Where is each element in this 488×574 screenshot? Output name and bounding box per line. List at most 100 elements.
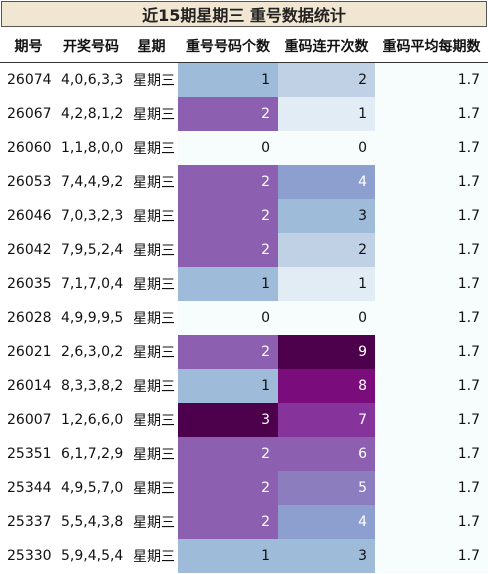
repeat-streak-cell: 3 xyxy=(278,199,375,233)
period-cell: 26035 xyxy=(7,276,52,292)
numbers-cell: 7,9,5,2,4 xyxy=(61,242,124,258)
weekday-cell: 星期三 xyxy=(133,481,175,497)
numbers-cell: 8,3,3,8,2 xyxy=(61,378,124,394)
repeat-streak-cell: 8 xyxy=(278,369,375,403)
numbers-cell: 1,1,8,0,0 xyxy=(61,140,124,156)
table-row: 26021 2,6,3,0,2 星期三 2 9 1.7 xyxy=(0,335,488,369)
repeat-avg-cell: 1.7 xyxy=(375,301,488,335)
period-cell: 26007 xyxy=(7,412,52,428)
repeat-avg-cell: 1.7 xyxy=(375,233,488,267)
weekday-cell: 星期三 xyxy=(133,413,175,429)
table-row: 25344 4,9,5,7,0 星期三 2 5 1.7 xyxy=(0,471,488,505)
table-row: 26035 7,1,7,0,4 星期三 1 1 1.7 xyxy=(0,267,488,301)
numbers-cell: 1,2,6,6,0 xyxy=(61,412,124,428)
weekday-cell: 星期三 xyxy=(133,73,175,89)
repeat-count-cell: 2 xyxy=(178,97,278,131)
numbers-cell: 7,1,7,0,4 xyxy=(61,276,124,292)
table-row: 25337 5,5,4,3,8 星期三 2 4 1.7 xyxy=(0,505,488,539)
weekday-cell: 星期三 xyxy=(133,379,175,395)
repeat-streak-cell: 6 xyxy=(278,437,375,471)
repeat-count-cell: 2 xyxy=(178,471,278,505)
repeat-count-cell: 2 xyxy=(178,165,278,199)
repeat-avg-cell: 1.7 xyxy=(375,403,488,437)
weekday-cell: 星期三 xyxy=(133,175,175,191)
repeat-count-cell: 1 xyxy=(178,62,278,97)
header-row: 期号 开奖号码 星期 重号号码个数 重码连开次数 重码平均每期数 xyxy=(0,29,488,63)
header-period[interactable]: 期号 xyxy=(0,29,57,63)
table-title: 近15期星期三 重号数据统计 xyxy=(1,1,487,27)
numbers-cell: 2,6,3,0,2 xyxy=(61,344,124,360)
repeat-streak-cell: 1 xyxy=(278,267,375,301)
period-cell: 26067 xyxy=(7,106,52,122)
repeat-streak-cell: 3 xyxy=(278,539,375,573)
repeat-count-cell: 2 xyxy=(178,505,278,539)
period-cell: 26053 xyxy=(7,174,52,190)
repeat-avg-cell: 1.7 xyxy=(375,437,488,471)
period-cell: 26060 xyxy=(7,140,52,156)
repeat-streak-cell: 0 xyxy=(278,301,375,335)
weekday-cell: 星期三 xyxy=(133,243,175,259)
repeat-streak-cell: 2 xyxy=(278,62,375,97)
weekday-cell: 星期三 xyxy=(133,277,175,293)
header-repeat-streak[interactable]: 重码连开次数 xyxy=(278,29,375,63)
repeat-avg-cell: 1.7 xyxy=(375,369,488,403)
weekday-cell: 星期三 xyxy=(133,107,175,123)
repeat-streak-cell: 5 xyxy=(278,471,375,505)
header-weekday[interactable]: 星期 xyxy=(125,29,178,63)
repeat-avg-cell: 1.7 xyxy=(375,505,488,539)
weekday-cell: 星期三 xyxy=(133,311,175,327)
period-cell: 26021 xyxy=(7,344,52,360)
table-row: 25351 6,1,7,2,9 星期三 2 6 1.7 xyxy=(0,437,488,471)
period-cell: 26074 xyxy=(7,72,52,88)
numbers-cell: 7,4,4,9,2 xyxy=(61,174,124,190)
table-row: 26053 7,4,4,9,2 星期三 2 4 1.7 xyxy=(0,165,488,199)
numbers-cell: 5,9,4,5,4 xyxy=(61,548,124,564)
header-numbers[interactable]: 开奖号码 xyxy=(57,29,125,63)
repeat-streak-cell: 4 xyxy=(278,165,375,199)
repeat-count-cell: 2 xyxy=(178,199,278,233)
repeat-count-cell: 3 xyxy=(178,403,278,437)
repeat-count-cell: 1 xyxy=(178,539,278,573)
table-row: 26028 4,9,9,9,5 星期三 0 0 1.7 xyxy=(0,301,488,335)
weekday-cell: 星期三 xyxy=(133,345,175,361)
repeat-avg-cell: 1.7 xyxy=(375,335,488,369)
repeat-count-cell: 1 xyxy=(178,369,278,403)
table-row: 26060 1,1,8,0,0 星期三 0 0 1.7 xyxy=(0,131,488,165)
repeat-avg-cell: 1.7 xyxy=(375,471,488,505)
numbers-cell: 4,9,9,9,5 xyxy=(61,310,124,326)
numbers-cell: 4,2,8,1,2 xyxy=(61,106,124,122)
repeat-count-cell: 1 xyxy=(178,267,278,301)
table-row: 25330 5,9,4,5,4 星期三 1 3 1.7 xyxy=(0,539,488,573)
table-row: 26074 4,0,6,3,3 星期三 1 2 1.7 xyxy=(0,62,488,97)
repeat-avg-cell: 1.7 xyxy=(375,62,488,97)
repeat-count-cell: 0 xyxy=(178,131,278,165)
repeat-count-cell: 2 xyxy=(178,335,278,369)
repeat-streak-cell: 0 xyxy=(278,131,375,165)
repeat-streak-cell: 2 xyxy=(278,233,375,267)
repeat-streak-cell: 1 xyxy=(278,97,375,131)
table-row: 26042 7,9,5,2,4 星期三 2 2 1.7 xyxy=(0,233,488,267)
repeat-count-cell: 2 xyxy=(178,233,278,267)
header-repeat-avg[interactable]: 重码平均每期数 xyxy=(375,29,488,63)
numbers-cell: 4,0,6,3,3 xyxy=(61,72,124,88)
weekday-cell: 星期三 xyxy=(133,141,175,157)
weekday-cell: 星期三 xyxy=(133,209,175,225)
repeat-avg-cell: 1.7 xyxy=(375,165,488,199)
repeat-avg-cell: 1.7 xyxy=(375,131,488,165)
period-cell: 26028 xyxy=(7,310,52,326)
period-cell: 26046 xyxy=(7,208,52,224)
table-row: 26014 8,3,3,8,2 星期三 1 8 1.7 xyxy=(0,369,488,403)
header-repeat-count[interactable]: 重号号码个数 xyxy=(178,29,278,63)
period-cell: 25344 xyxy=(7,480,52,496)
weekday-cell: 星期三 xyxy=(133,515,175,531)
repeat-avg-cell: 1.7 xyxy=(375,539,488,573)
repeat-streak-cell: 9 xyxy=(278,335,375,369)
weekday-cell: 星期三 xyxy=(133,549,175,565)
table-row: 26067 4,2,8,1,2 星期三 2 1 1.7 xyxy=(0,97,488,131)
repeat-streak-cell: 7 xyxy=(278,403,375,437)
numbers-cell: 6,1,7,2,9 xyxy=(61,446,124,462)
numbers-cell: 5,5,4,3,8 xyxy=(61,514,124,530)
period-cell: 25351 xyxy=(7,446,52,462)
repeat-avg-cell: 1.7 xyxy=(375,199,488,233)
period-cell: 25330 xyxy=(7,548,52,564)
